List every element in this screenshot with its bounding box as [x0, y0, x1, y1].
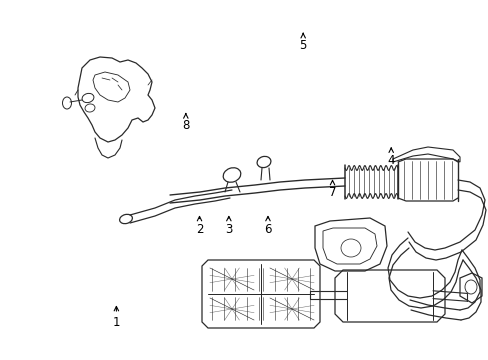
- Text: 7: 7: [328, 186, 336, 199]
- Text: 1: 1: [112, 316, 120, 329]
- Text: 4: 4: [386, 154, 394, 167]
- Text: 3: 3: [224, 223, 232, 236]
- Text: 2: 2: [195, 223, 203, 236]
- Text: 5: 5: [299, 39, 306, 51]
- Text: 8: 8: [182, 119, 189, 132]
- Text: 6: 6: [264, 223, 271, 236]
